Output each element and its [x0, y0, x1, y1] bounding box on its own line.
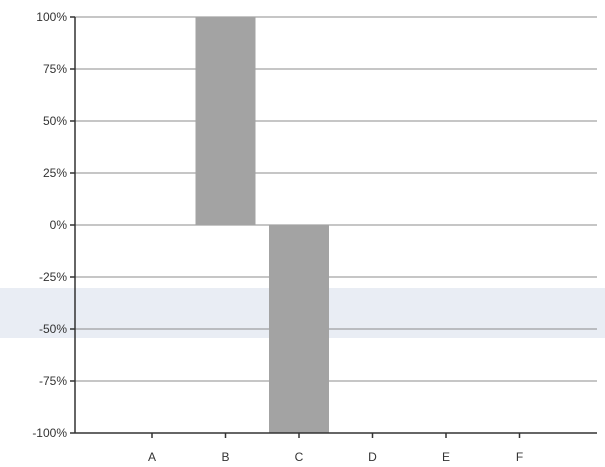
y-tick-label: 100% [36, 10, 67, 24]
y-tick-label: 50% [43, 114, 67, 128]
y-tick-label: -50% [39, 322, 67, 336]
x-tick-labels: A B C D E F [148, 450, 523, 464]
y-tick-labels: 100% 75% 50% 25% 0% -25% -50% -75% -100% [32, 10, 67, 440]
x-tick-label: F [516, 450, 523, 464]
y-tick-label: 25% [43, 166, 67, 180]
y-tick-label: -75% [39, 374, 67, 388]
bars [195, 17, 329, 433]
y-tick-label: 0% [50, 218, 68, 232]
x-tick-label: B [221, 450, 229, 464]
y-tick-label: 75% [43, 62, 67, 76]
bar-c [269, 225, 329, 433]
gridlines [70, 16, 597, 434]
x-tick-label: A [148, 450, 156, 464]
y-tick-label: -100% [32, 426, 67, 440]
axes [74, 17, 597, 438]
x-tick-label: D [368, 450, 377, 464]
x-tick-label: E [442, 450, 450, 464]
bar-b [195, 17, 256, 225]
y-tick-label: -25% [39, 270, 67, 284]
x-tick-label: C [295, 450, 304, 464]
